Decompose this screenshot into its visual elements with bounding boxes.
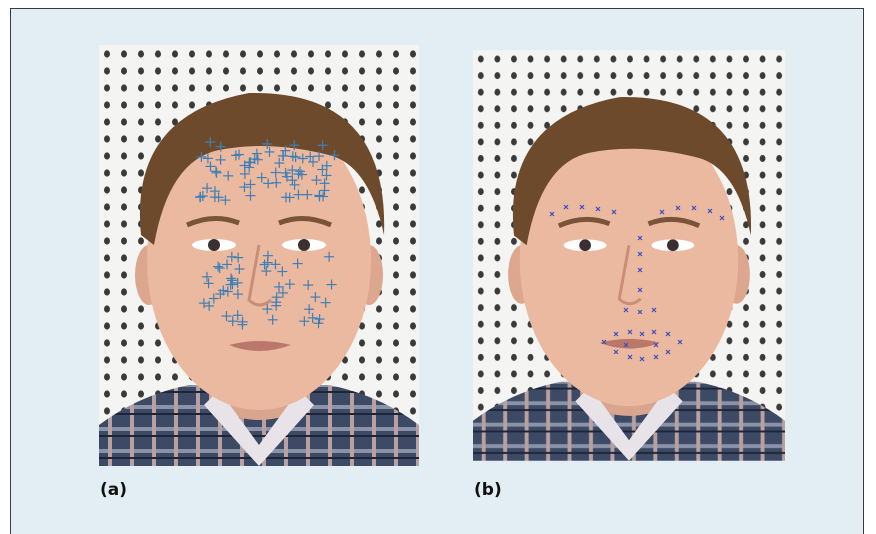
- panel-label: (b): [474, 480, 502, 500]
- photo-b: [473, 50, 785, 460]
- panel-label: (a): [100, 480, 127, 500]
- photo-a: [99, 45, 419, 466]
- page: (a) (b) (() => { const data = JSON.parse…: [0, 0, 876, 534]
- figure: [0, 0, 876, 534]
